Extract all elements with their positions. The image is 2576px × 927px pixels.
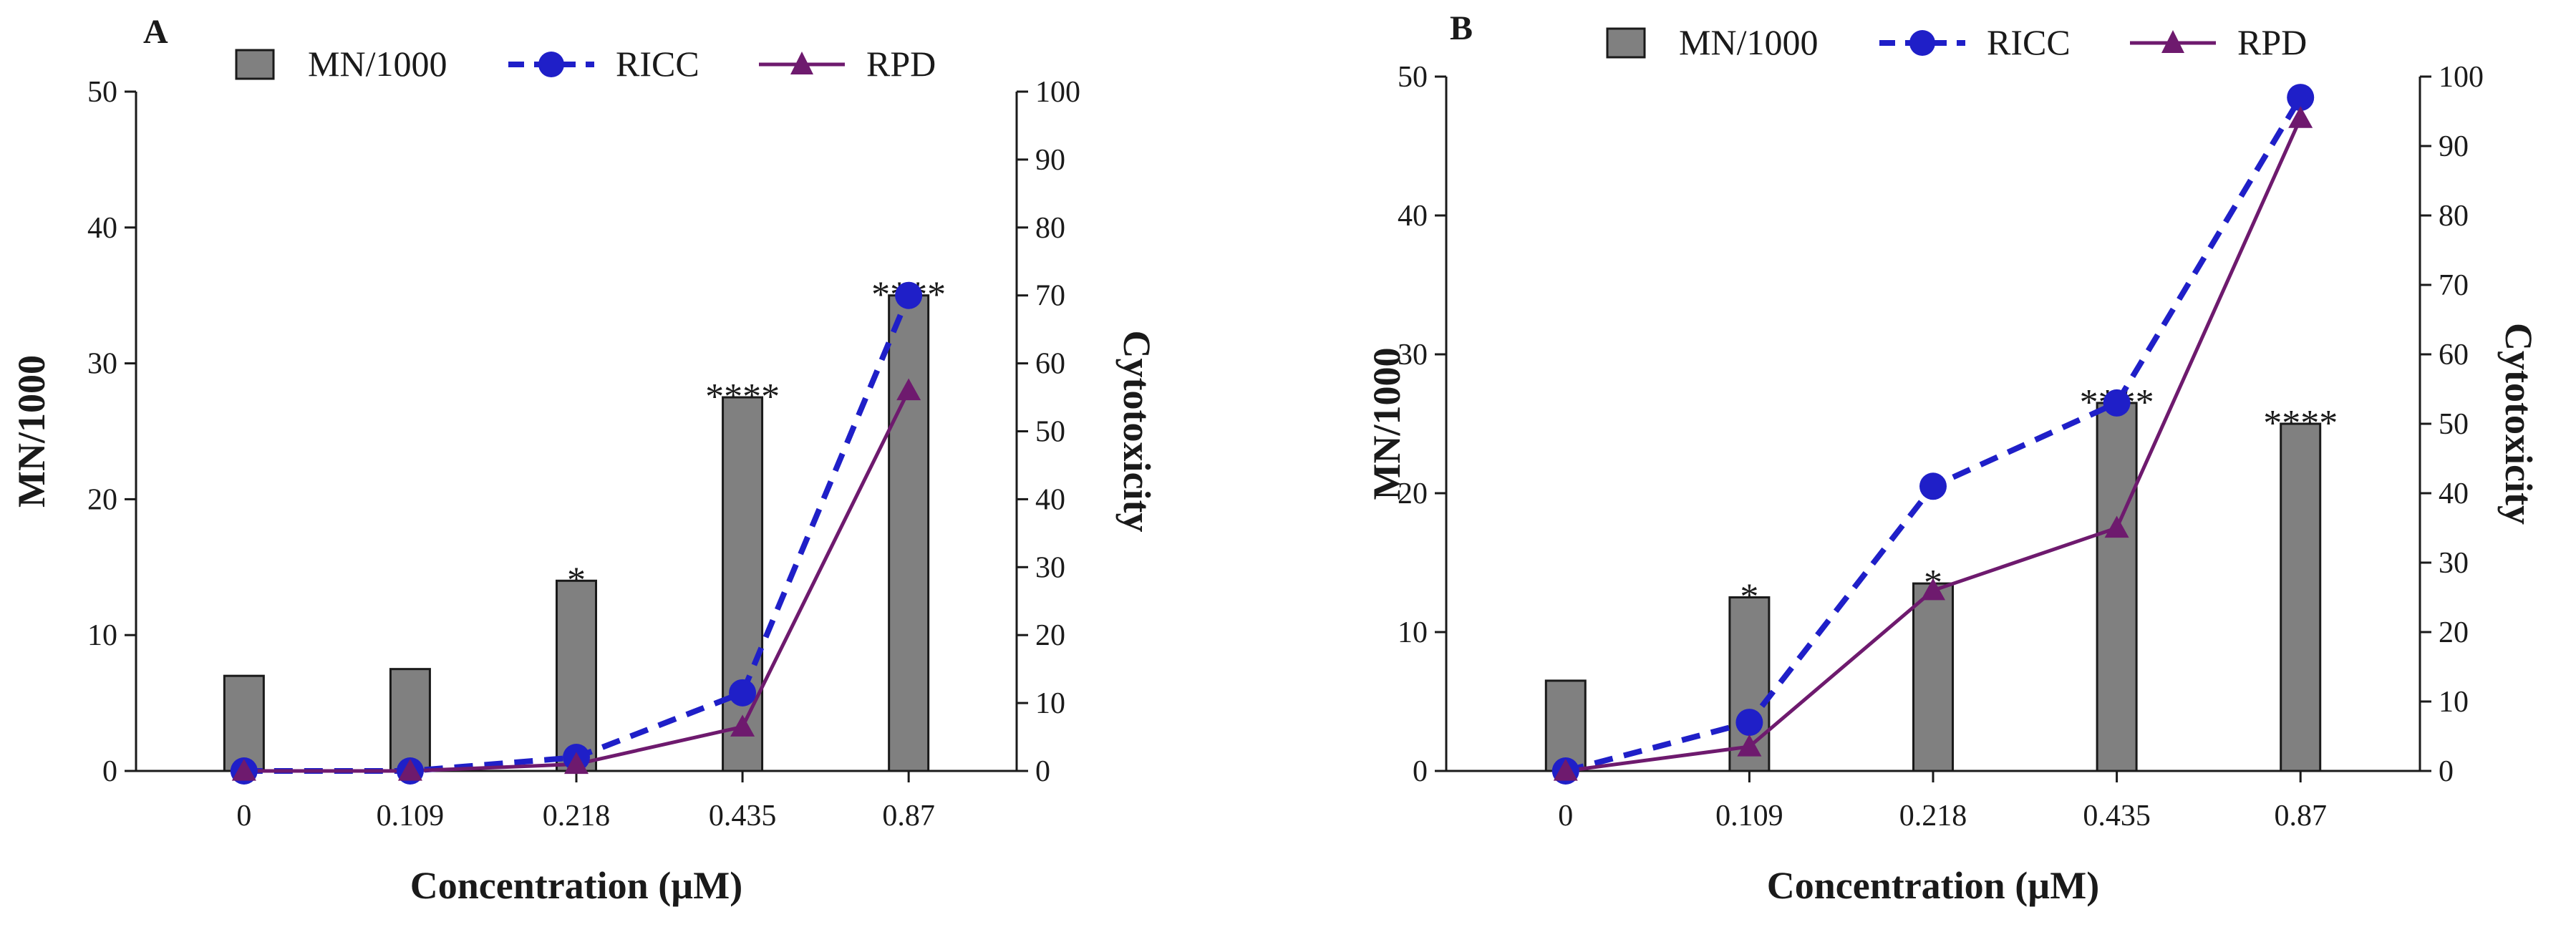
ricc-point <box>1919 472 1947 500</box>
significance-label: **** <box>705 377 780 417</box>
legend-label-ricc: RICC <box>616 44 699 84</box>
right-tick-label: 30 <box>2439 547 2469 580</box>
right-tick-label: 60 <box>1035 348 1065 381</box>
legend-label-mn: MN/1000 <box>308 44 447 84</box>
right-tick-label: 50 <box>1035 416 1065 449</box>
panel-A: A 0 10 20 30 40 50 0 10 20 30 40 50 60 70 80 90 100 0 0.109… <box>10 13 1158 907</box>
ricc-point <box>1735 709 1763 737</box>
right-tick-label: 60 <box>2439 339 2469 372</box>
x-tick-label: 0.435 <box>2083 800 2151 833</box>
left-tick-label: 40 <box>87 212 117 245</box>
right-tick-label: 10 <box>1035 687 1065 720</box>
mn-bar <box>2280 422 2322 772</box>
left-tick-label: 20 <box>87 483 117 516</box>
legend: MN/1000 RICC RPD <box>235 44 936 84</box>
right-tick-label: 80 <box>2439 200 2469 233</box>
legend-label-rpd: RPD <box>2237 22 2307 62</box>
y-axis-title-left: MN/1000 <box>1365 348 1408 500</box>
ricc-point <box>2103 389 2131 417</box>
x-tick-label: 0.435 <box>709 800 777 833</box>
legend-label-rpd: RPD <box>866 44 936 84</box>
rpd-point <box>730 714 755 737</box>
y-axis-title-left: MN/1000 <box>10 355 53 508</box>
right-tick-label: 70 <box>1035 280 1065 313</box>
x-axis-title: Concentration (µM) <box>1767 864 2100 907</box>
right-tick-label: 90 <box>1035 144 1065 177</box>
x-tick-label: 0.87 <box>882 800 935 833</box>
panel-B: B 0 10 20 30 40 50 0 10 20 30 40 50 60 70 80 90 100 0 0.109… <box>1365 9 2540 907</box>
x-tick-label: 0.109 <box>377 800 445 833</box>
y-axis-title-right: Cytotoxicity <box>2497 323 2540 525</box>
mn-bar <box>1544 679 1587 772</box>
legend-swatch-mn <box>1606 27 1646 59</box>
legend-label-ricc: RICC <box>1987 22 2071 62</box>
mn-bar <box>556 579 597 772</box>
significance-label: * <box>1740 577 1758 618</box>
mn-bar <box>722 396 764 772</box>
rpd-point <box>896 378 921 401</box>
left-tick-label: 30 <box>1398 339 1428 372</box>
left-tick-label: 0 <box>102 755 117 788</box>
ricc-point <box>895 281 923 309</box>
right-tick-label: 40 <box>2439 477 2469 510</box>
ricc-point <box>729 679 757 707</box>
legend-marker-rpd <box>790 52 813 74</box>
rpd-point <box>564 752 589 775</box>
right-tick-label: 70 <box>2439 269 2469 302</box>
right-tick-label: 0 <box>1035 755 1050 788</box>
mn-bar <box>888 294 930 772</box>
ricc-point <box>2287 84 2315 112</box>
left-tick-label: 0 <box>1413 755 1428 788</box>
x-tick-label: 0 <box>1558 800 1573 833</box>
rpd-point <box>231 759 256 781</box>
legend-marker-ricc <box>538 52 564 77</box>
legend-marker-ricc <box>1909 30 1935 56</box>
right-tick-label: 30 <box>1035 551 1065 584</box>
rpd-point <box>397 759 422 781</box>
left-tick-label: 10 <box>87 619 117 652</box>
right-tick-label: 50 <box>2439 408 2469 441</box>
right-tick-label: 10 <box>2439 686 2469 719</box>
mn-bar <box>2096 402 2138 772</box>
legend-swatch-mn <box>235 49 275 80</box>
left-tick-label: 30 <box>87 348 117 381</box>
right-tick-label: 0 <box>2439 755 2454 788</box>
rpd-point <box>2104 515 2129 538</box>
x-tick-label: 0 <box>236 800 251 833</box>
left-tick-label: 50 <box>1398 61 1428 94</box>
left-tick-label: 50 <box>87 76 117 109</box>
significance-label: * <box>567 560 586 601</box>
x-tick-label: 0.218 <box>543 800 611 833</box>
rpd-point <box>1553 759 1578 781</box>
legend: MN/1000 RICC RPD <box>1606 22 2307 62</box>
legend-marker-rpd <box>2161 30 2184 53</box>
left-tick-label: 20 <box>1398 477 1428 510</box>
rpd-point <box>2288 106 2313 128</box>
rpd-point <box>1921 578 1945 601</box>
right-tick-label: 100 <box>1035 76 1080 109</box>
panel-label: B <box>1450 9 1473 47</box>
mn-bar <box>223 674 265 772</box>
mn-bar <box>389 668 431 772</box>
x-tick-label: 0.87 <box>2274 800 2327 833</box>
rpd-point <box>1737 734 1762 757</box>
y-axis-title-right: Cytotoxicity <box>1115 331 1158 533</box>
x-tick-label: 0.109 <box>1715 800 1783 833</box>
legend-label-mn: MN/1000 <box>1679 22 1818 62</box>
significance-label: **** <box>2263 403 2338 444</box>
x-tick-label: 0.218 <box>1899 800 1967 833</box>
right-tick-label: 40 <box>1035 483 1065 516</box>
x-axis-title: Concentration (µM) <box>410 864 743 907</box>
right-tick-label: 90 <box>2439 130 2469 163</box>
right-tick-label: 20 <box>1035 619 1065 652</box>
right-tick-label: 20 <box>2439 616 2469 649</box>
mn-bar <box>1912 582 1954 772</box>
panel-label: A <box>143 13 168 51</box>
right-tick-label: 100 <box>2439 61 2484 94</box>
left-tick-label: 10 <box>1398 616 1428 649</box>
left-tick-label: 40 <box>1398 200 1428 233</box>
right-tick-label: 80 <box>1035 212 1065 245</box>
